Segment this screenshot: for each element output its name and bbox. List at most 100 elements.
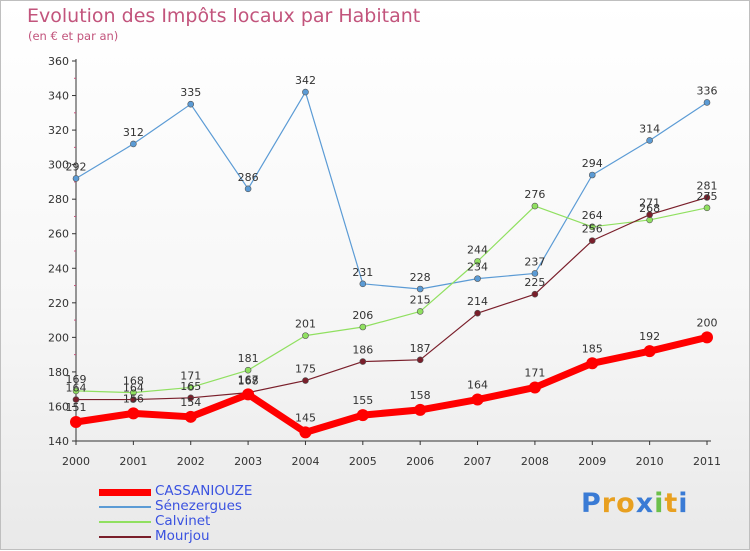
data-label: 271 [639,197,660,210]
data-point [356,409,369,422]
y-tick-label: 140 [48,435,69,448]
data-point [416,308,424,315]
data-point [187,100,195,108]
data-point [359,280,367,288]
x-tick-label: 2006 [406,455,434,468]
y-tick-label: 160 [48,400,69,413]
data-label: 276 [524,188,545,201]
data-point [130,396,137,403]
legend-label: Mourjou [155,528,210,544]
data-label: 231 [352,266,373,279]
series-line-1 [75,91,708,290]
x-tick-label: 2001 [119,455,147,468]
data-label: 155 [352,394,373,407]
data-point [588,171,596,179]
axes: 140 160 180 200 220 240 260 280 300 320 340 360 2000… [48,55,721,468]
data-point [471,393,484,406]
data-label: 275 [697,190,718,203]
logo-letter: x [635,488,655,519]
x-tick-label: 2002 [177,455,205,468]
data-label: 286 [238,171,259,184]
data-point [72,396,80,403]
data-label: 215 [410,293,431,306]
data-label: 281 [697,179,718,192]
data-label: 185 [582,342,603,355]
data-point [646,211,653,219]
data-label: 228 [410,271,431,284]
data-point [70,416,82,428]
data-label: 314 [639,122,660,135]
data-point [127,407,140,420]
data-label: 169 [66,373,87,386]
data-label: 336 [697,84,718,97]
data-point [531,290,539,298]
data-label: 264 [582,209,603,222]
y-tick-label: 340 [48,90,69,103]
data-label: 167 [238,373,259,386]
data-label: 171 [180,369,201,382]
series-line-3 [75,196,708,401]
y-tick-label: 260 [48,228,69,241]
data-point [187,394,195,402]
data-point [586,357,599,370]
series-line-2 [75,205,708,394]
data-label: 175 [295,363,316,376]
data-label: 164 [467,379,488,392]
data-label: 244 [467,243,488,256]
data-point [703,194,711,201]
data-label: 156 [123,392,144,405]
data-point [531,202,539,210]
y-tick-label: 240 [48,262,69,275]
x-tick-label: 2007 [464,455,492,468]
data-label: 237 [524,255,545,268]
data-label: 168 [123,375,144,388]
series-points [70,88,713,439]
data-point [703,204,711,212]
data-point [72,175,80,182]
data-label: 225 [524,276,545,289]
legend-label: CASSANIOUZE [155,483,253,499]
logo-letter: t [664,488,679,519]
data-label: 158 [410,389,431,402]
legend-swatch [99,536,151,538]
data-label: 294 [582,157,603,170]
data-label: 256 [582,223,603,236]
x-tick-label: 2008 [521,455,549,468]
data-point [474,275,481,282]
data-label: 168 [238,375,259,388]
data-label: 292 [66,160,87,173]
data-point [302,332,309,339]
logo-letter: P [581,488,602,519]
data-label: 186 [352,344,373,357]
chart-subtitle: (en € et par an) [28,29,119,43]
data-label: 206 [352,309,373,322]
data-label: 187 [410,342,431,355]
series-line-0 [72,333,711,436]
data-point [416,356,424,364]
legend-swatch [99,521,151,523]
data-point [703,99,711,106]
data-point [474,258,481,265]
logo-letter: r [601,488,617,519]
data-point [299,426,312,439]
legend-label: Calvinet [155,513,211,529]
data-point [359,323,367,331]
data-label: 151 [66,401,87,414]
data-label: 145 [295,411,316,424]
x-tick-label: 2000 [62,455,90,468]
data-label: 165 [180,380,201,393]
logo-letter: i [678,488,689,519]
data-point [130,389,137,396]
data-label: 335 [180,86,201,99]
data-point [302,88,309,96]
data-point [302,377,309,384]
y-tick-label: 180 [48,366,69,379]
data-point [643,345,656,358]
data-point [588,223,596,231]
legend-label: Sénezergues [155,498,242,514]
y-tick-label: 220 [48,297,69,310]
y-tick-label: 300 [48,159,69,172]
data-point [416,285,424,293]
